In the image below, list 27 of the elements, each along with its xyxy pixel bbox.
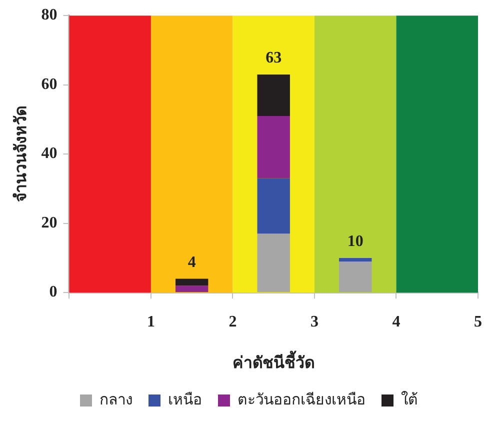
- legend-label: ตะวันออกเฉียงเหนือ: [238, 392, 366, 409]
- total-label: 63: [266, 50, 282, 67]
- bar: [257, 116, 290, 178]
- bar: [339, 258, 372, 262]
- bar: [339, 261, 372, 292]
- bar: [175, 278, 208, 286]
- x-tick-label: 2: [228, 313, 237, 330]
- total-label: 4: [188, 254, 196, 271]
- x-tick-label: 1: [146, 313, 155, 330]
- y-tick-label: 40: [41, 145, 58, 162]
- bar: [175, 286, 208, 292]
- x-tick-label: 4: [392, 313, 400, 330]
- legend-label: ใต้: [401, 390, 418, 409]
- y-axis-title: จำนวนจังหวัด: [12, 106, 30, 202]
- y-tick-label: 20: [41, 214, 58, 232]
- bar: [257, 234, 290, 292]
- legend-label: เหนือ: [168, 392, 202, 409]
- x-tick-label: 3: [310, 313, 318, 330]
- legend-label: กลาง: [100, 392, 132, 409]
- x-axis-title: ค่าดัชนีชี้วัด: [232, 350, 315, 372]
- y-tick-label: 60: [41, 76, 58, 93]
- total-label: 10: [347, 233, 364, 250]
- bar: [257, 74, 290, 116]
- x-tick-label: 5: [474, 313, 482, 330]
- y-tick-label: 0: [49, 284, 58, 301]
- bar: [257, 178, 290, 234]
- y-tick-label: 80: [41, 6, 58, 24]
